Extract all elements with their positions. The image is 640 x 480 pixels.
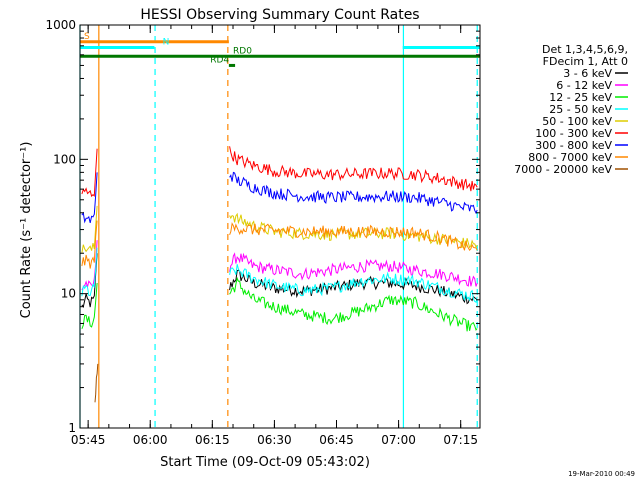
legend-header: Det 1,3,4,5,6,9,	[542, 43, 628, 56]
x-tick-label: 06:15	[195, 433, 230, 447]
series-line-5	[81, 148, 98, 198]
series-line-5	[229, 146, 478, 192]
series-line-8	[94, 363, 99, 403]
series-line-7	[229, 222, 478, 252]
timestamp: 19-Mar-2010 00:49	[568, 470, 635, 478]
x-tick-label: 07:15	[443, 433, 478, 447]
x-tick-label: 05:45	[71, 433, 106, 447]
chart-title: HESSI Observing Summary Count Rates	[140, 7, 419, 23]
legend-entry-label: 800 - 7000 keV	[528, 151, 612, 164]
series-line-4	[81, 205, 98, 253]
y-tick-label: 1000	[45, 18, 76, 32]
x-axis-ticks: 05:45 06:00 06:15 06:30 06:45 07:00 07:15	[71, 25, 478, 447]
legend-entry-label: 6 - 12 keV	[556, 79, 612, 92]
y-tick-label: 1	[68, 421, 76, 435]
legend-entry-label: 50 - 100 keV	[542, 115, 612, 128]
flag-label: N	[163, 37, 170, 47]
x-tick-label: 06:45	[319, 433, 354, 447]
series-line-4	[229, 212, 478, 249]
y-tick-label: 10	[61, 287, 76, 301]
series-line-6	[81, 172, 98, 224]
series-line-3	[81, 247, 98, 297]
legend-header: FDecim 1, Att 0	[543, 55, 628, 68]
x-tick-label: 06:30	[257, 433, 292, 447]
legend: Det 1,3,4,5,6,9,FDecim 1, Att 03 - 6 keV…	[514, 43, 628, 176]
y-tick-label: 100	[53, 152, 76, 166]
series-line-3	[229, 264, 478, 303]
x-tick-label: 06:00	[133, 433, 168, 447]
legend-entry-label: 100 - 300 keV	[535, 127, 612, 140]
series-line-1	[229, 252, 478, 287]
flag-label: RD4	[210, 55, 229, 65]
x-axis-label: Start Time (09-Oct-09 05:43:02)	[160, 455, 370, 470]
series-line-6	[229, 171, 478, 215]
legend-entry-label: 12 - 25 keV	[549, 91, 612, 104]
y-axis-ticks: 1 10 100 1000	[45, 18, 480, 435]
legend-entry-label: 300 - 800 keV	[535, 139, 612, 152]
y-axis-label: Count Rate (s⁻¹ detector⁻¹)	[19, 142, 34, 319]
legend-entry-label: 7000 - 20000 keV	[514, 163, 612, 176]
legend-entry-label: 25 - 50 keV	[549, 103, 612, 116]
legend-entry-label: 3 - 6 keV	[563, 67, 612, 80]
series-line-2	[81, 282, 98, 329]
flag-bars: S N RD0 RD4	[80, 32, 480, 67]
flag-label: S	[84, 32, 90, 42]
series-line-0	[81, 253, 98, 309]
x-tick-label: 07:00	[381, 433, 416, 447]
series-line-1	[81, 240, 98, 291]
series-line-7	[81, 220, 98, 269]
flag-label: RD0	[233, 46, 252, 56]
series-lines	[81, 146, 478, 403]
plot-frame	[79, 24, 481, 429]
series-line-2	[229, 276, 478, 332]
